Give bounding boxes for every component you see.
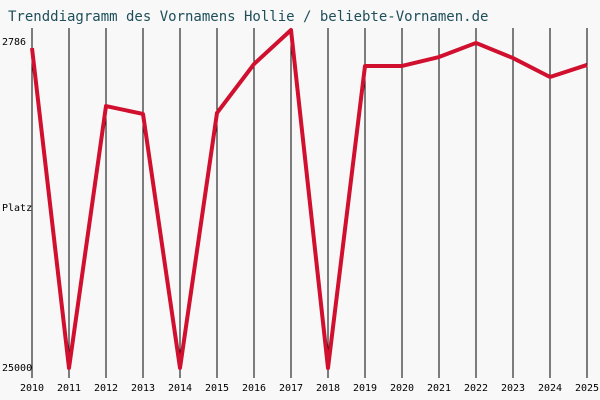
x-tick-label: 2010: [20, 383, 44, 394]
x-tick-label: 2013: [131, 383, 155, 394]
x-tick-label: 2014: [168, 383, 192, 394]
x-tick-label: 2012: [94, 383, 118, 394]
x-tick-label: 2017: [279, 383, 303, 394]
y-axis-label: Platz: [2, 203, 32, 214]
x-tick-label: 2018: [316, 383, 340, 394]
y-tick-label: 25000: [2, 363, 32, 374]
x-tick-label: 2011: [57, 383, 81, 394]
chart-title: Trenddiagramm des Vornamens Hollie / bel…: [8, 9, 488, 25]
x-tick-label: 2021: [427, 383, 451, 394]
x-tick-label: 2016: [242, 383, 266, 394]
x-tick-label: 2023: [501, 383, 525, 394]
x-tick-label: 2024: [538, 383, 562, 394]
x-tick-label: 2015: [205, 383, 229, 394]
x-tick-label: 2022: [464, 383, 488, 394]
y-tick-label: 2786: [2, 37, 26, 48]
x-tick-label: 2020: [390, 383, 414, 394]
data-line: [30, 28, 588, 370]
x-tick-label: 2025: [575, 383, 599, 394]
x-tick-label: 2019: [353, 383, 377, 394]
